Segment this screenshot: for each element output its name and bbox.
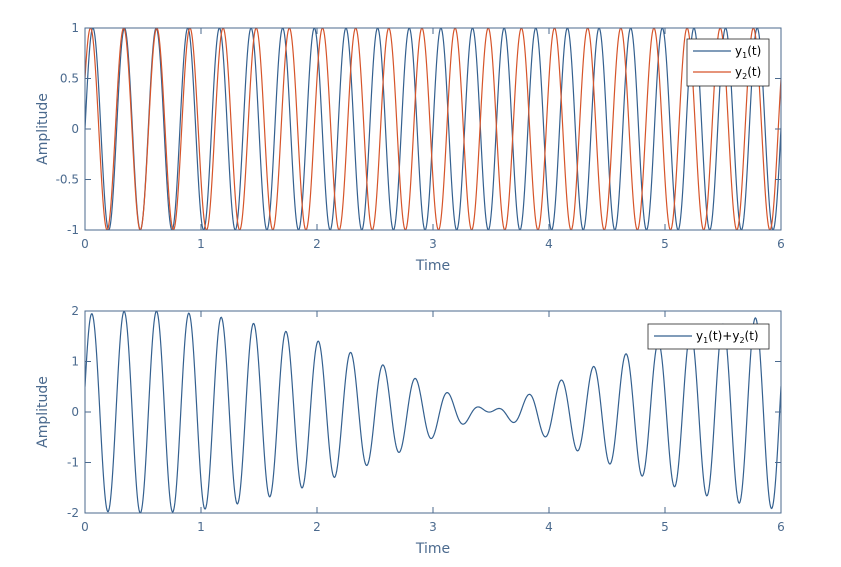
bottom-subplot: 0 1 2 3 4 5 6 -2 -1 0 1 2 Time Amplitude y1(t)+y2(t) — [35, 304, 785, 557]
top-subplot: 0 1 2 3 4 5 6 -1 -0.5 0 0.5 1 Time Amplitude y1(t) y2(t… — [35, 21, 785, 274]
legend: y1(t)+y2(t) — [647, 323, 770, 350]
x-axis-label: Time — [415, 541, 450, 557]
series-line-1 — [85, 311, 781, 513]
legend: y1(t) y2(t) — [686, 38, 770, 87]
y-tick-label: 1 — [71, 355, 79, 369]
x-axis-label: Time — [415, 258, 450, 274]
x-tick-label: 2 — [313, 237, 321, 251]
y-tick-label: 1 — [71, 21, 79, 35]
x-tick-label: 0 — [81, 237, 89, 251]
y-tick-label: 0 — [71, 122, 79, 136]
legend-label-1: y1(t) — [735, 44, 761, 60]
legend-label-1: y1(t)+y2(t) — [696, 329, 759, 345]
y-axis-label: Amplitude — [35, 93, 51, 165]
y-tick-label: 0.5 — [60, 72, 79, 86]
series-line-1 — [85, 28, 781, 230]
x-tick-label: 1 — [197, 237, 205, 251]
x-tick-label: 3 — [429, 237, 437, 251]
y-axis-label: Amplitude — [35, 376, 51, 448]
x-tick-label: 4 — [545, 520, 553, 534]
legend-label-2: y2(t) — [735, 65, 761, 81]
legend-box — [686, 38, 770, 87]
x-tick-label: 0 — [81, 520, 89, 534]
y-tick-label: 2 — [71, 304, 79, 318]
x-tick-label: 4 — [545, 237, 553, 251]
x-tick-label: 6 — [777, 237, 785, 251]
series-line-2 — [85, 28, 781, 230]
y-tick-label: -0.5 — [56, 173, 79, 187]
x-tick-label: 2 — [313, 520, 321, 534]
x-tick-label: 5 — [661, 520, 669, 534]
x-tick-label: 5 — [661, 237, 669, 251]
y-tick-label: -1 — [67, 456, 79, 470]
x-tick-label: 1 — [197, 520, 205, 534]
x-tick-label: 6 — [777, 520, 785, 534]
y-tick-label: 0 — [71, 405, 79, 419]
y-tick-label: -1 — [67, 223, 79, 237]
y-tick-label: -2 — [67, 506, 79, 520]
x-tick-label: 3 — [429, 520, 437, 534]
